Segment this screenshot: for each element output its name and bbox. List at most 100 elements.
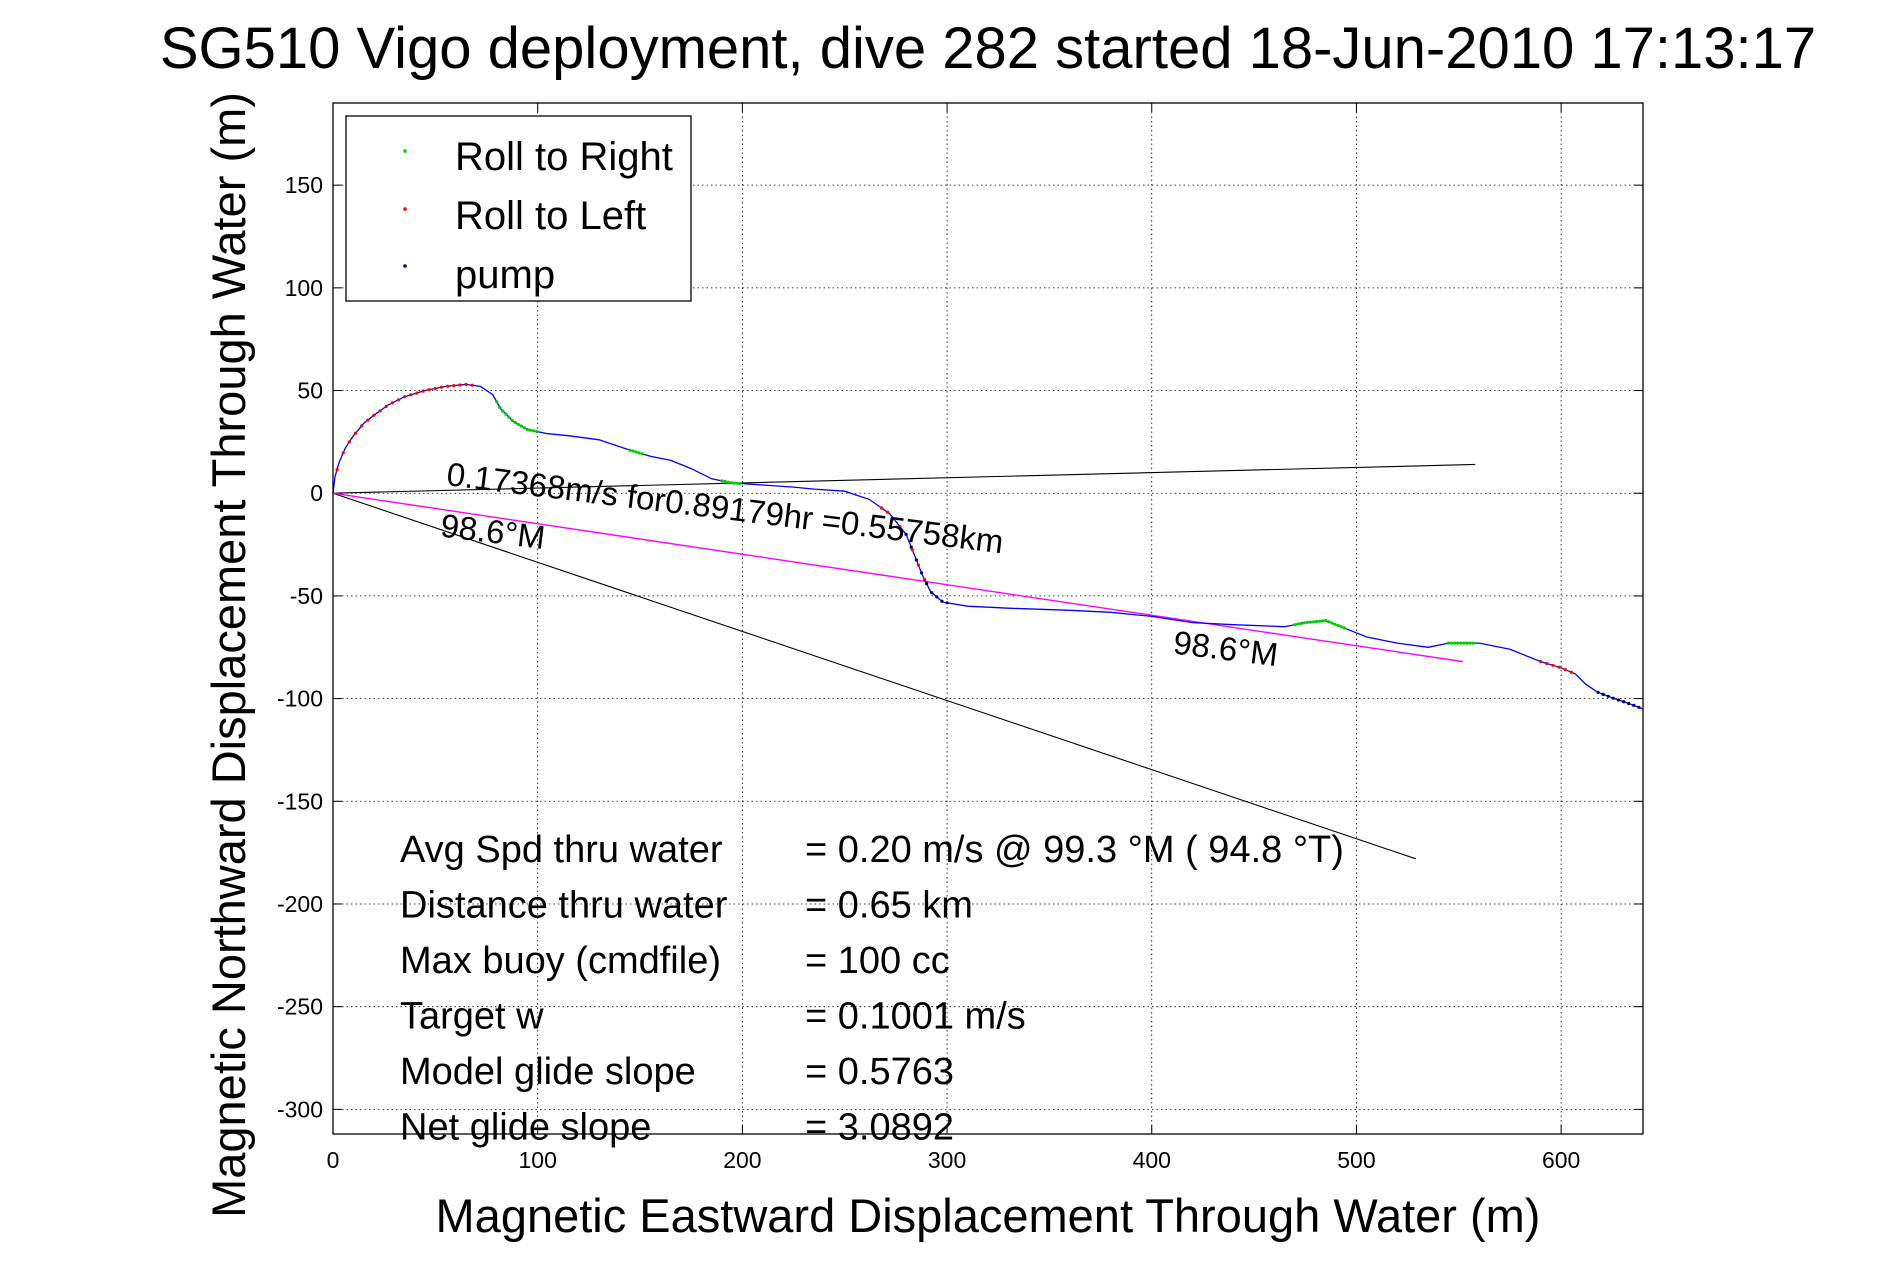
legend-entry-pump: pump bbox=[403, 253, 555, 297]
roll-left-point bbox=[458, 383, 462, 387]
roll-right-point bbox=[522, 426, 527, 430]
pump-point bbox=[1596, 690, 1600, 695]
roll-right-point bbox=[1327, 620, 1331, 624]
roll-left-point bbox=[886, 510, 890, 514]
chart-title: SG510 Vigo deployment, dive 282 started … bbox=[160, 16, 1816, 81]
roll-right-point bbox=[1321, 619, 1325, 623]
y-tick-label: -200 bbox=[277, 891, 323, 917]
pump-point bbox=[1611, 696, 1615, 700]
roll-left-point bbox=[378, 409, 382, 413]
roll-left-point bbox=[898, 525, 902, 529]
pump-point bbox=[925, 582, 929, 586]
pump-point bbox=[904, 532, 908, 536]
roll-right-point bbox=[726, 480, 730, 484]
roll-right-point bbox=[1314, 619, 1319, 624]
roll-left-point bbox=[880, 506, 884, 510]
x-tick-label: 200 bbox=[723, 1147, 761, 1173]
roll-left-point bbox=[409, 393, 413, 397]
legend-marker-roll-left bbox=[403, 207, 407, 211]
roll-right-point bbox=[1296, 622, 1300, 626]
roll-left-point bbox=[366, 418, 370, 422]
roll-right-point bbox=[1330, 621, 1334, 625]
roll-left-point bbox=[1539, 660, 1543, 664]
roll-right-point bbox=[1465, 641, 1469, 645]
roll-right-point bbox=[1468, 641, 1472, 645]
roll-left-point bbox=[1551, 663, 1555, 667]
x-tick-labels: 0 100 200 300 400 500 600 bbox=[327, 1147, 1581, 1173]
roll-markers bbox=[335, 382, 1641, 709]
roll-left-point bbox=[1557, 665, 1561, 669]
roll-left-point bbox=[1569, 670, 1573, 674]
roll-right-point bbox=[513, 420, 517, 425]
roll-right-point bbox=[532, 429, 536, 433]
y-tick-labels: -300 -250 -200 -150 -100 -50 0 50 100 150 bbox=[277, 172, 323, 1122]
roll-right-point bbox=[507, 415, 511, 419]
roll-left-point bbox=[464, 382, 468, 386]
roll-left-point bbox=[922, 577, 927, 582]
stat-label: Model glide slope bbox=[400, 1051, 696, 1093]
roll-left-point bbox=[360, 424, 364, 428]
pump-point bbox=[930, 591, 934, 595]
heading-line bbox=[332, 492, 1416, 860]
legend-label-roll-left: Roll to Left bbox=[455, 194, 646, 238]
x-tick-label: 300 bbox=[928, 1147, 966, 1173]
roll-right-point bbox=[1453, 641, 1457, 645]
roll-right-point bbox=[1456, 641, 1460, 645]
stat-value: = 100 cc bbox=[805, 940, 950, 982]
roll-left-point bbox=[1545, 661, 1549, 666]
roll-left-point bbox=[403, 395, 407, 399]
pump-point bbox=[914, 558, 919, 562]
legend-entry-roll-left: Roll to Left bbox=[403, 194, 646, 238]
roll-left-point bbox=[433, 386, 437, 391]
roll-right-point bbox=[1471, 641, 1475, 645]
roll-left-point bbox=[910, 548, 914, 552]
heading-line bbox=[332, 463, 1476, 494]
roll-right-point bbox=[732, 481, 736, 485]
roll-left-point bbox=[384, 404, 388, 408]
stat-label: Distance thru water bbox=[400, 885, 728, 927]
stat-value: = 0.20 m/s @ 99.3 °M ( 94.8 °T) bbox=[805, 829, 1344, 871]
x-tick-label: 600 bbox=[1542, 1147, 1580, 1173]
y-axis-label: Magnetic Northward Displacement Through … bbox=[202, 92, 255, 1218]
x-tick-label: 500 bbox=[1337, 1147, 1375, 1173]
legend-label-roll-right: Roll to Right bbox=[455, 135, 673, 179]
roll-left-point bbox=[446, 384, 450, 388]
roll-right-point bbox=[498, 405, 502, 409]
roll-right-point bbox=[528, 428, 533, 432]
stat-value: = 0.5763 bbox=[805, 1051, 954, 1093]
roll-right-point bbox=[1299, 621, 1303, 626]
roll-right-point bbox=[628, 448, 632, 452]
pump-point bbox=[945, 601, 949, 605]
y-tick-label: 0 bbox=[310, 480, 323, 506]
roll-left-point bbox=[396, 398, 401, 402]
roll-right-point bbox=[738, 481, 742, 486]
roll-right-point bbox=[516, 422, 520, 426]
roll-right-point bbox=[637, 451, 641, 455]
stat-label: Max buoy (cmdfile) bbox=[400, 940, 721, 982]
axis-ticks bbox=[332, 103, 1643, 1134]
roll-right-point bbox=[1459, 641, 1463, 645]
roll-left-point bbox=[353, 431, 358, 435]
stat-value: = 0.1001 m/s bbox=[805, 996, 1026, 1038]
roll-right-point bbox=[519, 424, 523, 428]
roll-left-point bbox=[341, 451, 345, 455]
legend-entry-roll-right: Roll to Right bbox=[403, 135, 673, 179]
stat-value: = 0.65 km bbox=[805, 885, 973, 927]
roll-right-point bbox=[1305, 620, 1309, 625]
legend-marker-pump bbox=[403, 264, 407, 268]
y-tick-label: 150 bbox=[285, 172, 323, 198]
roll-right-point bbox=[504, 412, 508, 416]
roll-left-point bbox=[892, 517, 896, 521]
roll-right-point bbox=[631, 449, 635, 453]
roll-right-point bbox=[1293, 623, 1297, 627]
pump-point bbox=[1622, 700, 1626, 704]
roll-left-point bbox=[470, 383, 474, 387]
legend-label-pump: pump bbox=[455, 253, 555, 297]
roll-right-point bbox=[535, 429, 539, 433]
roll-right-point bbox=[1333, 622, 1337, 626]
roll-right-point bbox=[634, 450, 638, 454]
roll-right-point bbox=[1342, 626, 1346, 630]
y-tick-label: -50 bbox=[290, 583, 323, 609]
pump-point bbox=[940, 599, 944, 603]
